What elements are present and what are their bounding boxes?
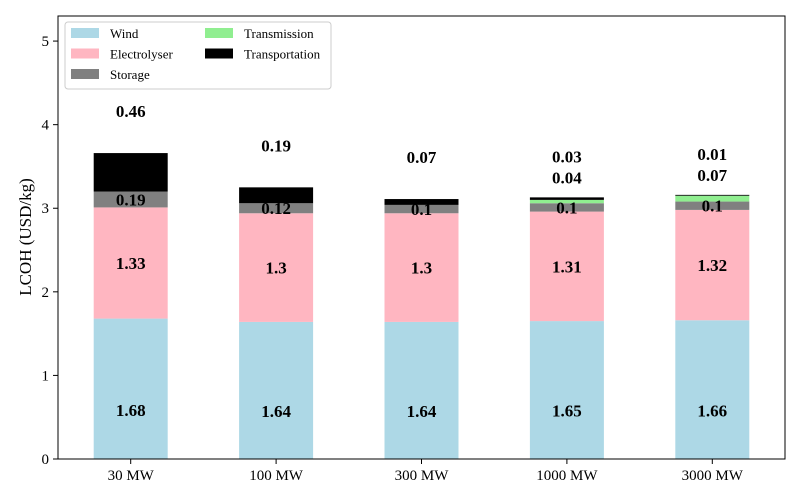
bar-electrolyser-300-mw	[384, 213, 459, 322]
bar-transmission-3000-mw	[675, 195, 750, 202]
label-wind-1000-mw: 1.65	[552, 402, 582, 421]
y-axis-title: LCOH (USD/kg)	[16, 178, 35, 296]
legend-label-storage: Storage	[110, 67, 150, 82]
y-tick-label: 1	[42, 368, 50, 384]
x-tick-label-3000-mw: 3000 MW	[682, 468, 744, 484]
label-transportation-100-mw: 0.19	[261, 136, 291, 155]
legend-swatch-transportation	[205, 48, 233, 59]
label-transportation-3000-mw: 0.01	[697, 145, 727, 164]
bar-storage-100-mw	[239, 203, 314, 214]
legend-swatch-electrolyser	[71, 48, 99, 59]
bar-transportation-1000-mw	[529, 197, 604, 200]
label-wind-30-mw: 1.68	[116, 401, 146, 420]
y-axis: 0 1 2 3 4 5	[42, 34, 58, 468]
legend-swatch-wind	[71, 28, 99, 38]
label-transportation-1000-mw: 0.03	[552, 147, 582, 166]
label-electrolyser-3000-mw: 1.32	[697, 256, 727, 275]
y-tick-label: 0	[42, 452, 50, 468]
bar-wind-3000-mw	[675, 320, 750, 459]
label-electrolyser-300-mw: 1.3	[411, 259, 432, 278]
x-axis: 30 MW 100 MW 300 MW 1000 MW 3000 MW	[108, 459, 744, 484]
label-wind-300-mw: 1.64	[407, 402, 437, 421]
bar-storage-3000-mw	[675, 201, 750, 210]
label-storage-300-mw: 0.1	[411, 200, 432, 219]
label-storage-30-mw: 0.19	[116, 190, 146, 209]
bar-transportation-100-mw	[239, 187, 314, 204]
legend-swatch-transmission	[205, 28, 233, 38]
label-wind-100-mw: 1.64	[261, 402, 291, 421]
x-tick-label-100-mw: 100 MW	[249, 468, 304, 484]
bar-electrolyser-30-mw	[93, 207, 168, 319]
label-storage-100-mw: 0.12	[261, 199, 291, 218]
y-tick-label: 5	[42, 34, 50, 50]
bar-wind-1000-mw	[529, 321, 604, 459]
legend: Wind Electrolyser Storage Transmission Trans…	[64, 21, 332, 90]
bar-transportation-3000-mw	[675, 194, 750, 196]
legend-swatch-storage	[71, 69, 99, 79]
label-transmission-1000-mw: 0.04	[552, 168, 582, 187]
data-labels-layer: 1.68 1.33 0.19 0.46 1.64 1.3 0.12 0.19 1.64 1.3 0.…	[116, 102, 728, 421]
y-tick-label: 4	[42, 118, 50, 134]
x-tick-label-300-mw: 300 MW	[395, 468, 450, 484]
legend-label-wind: Wind	[110, 26, 139, 41]
label-electrolyser-100-mw: 1.3	[265, 259, 286, 278]
bar-transportation-30-mw	[93, 153, 168, 192]
label-storage-3000-mw: 0.1	[702, 197, 723, 216]
legend-label-transportation: Transportation	[244, 47, 321, 62]
legend-box	[64, 21, 332, 90]
bar-wind-300-mw	[384, 321, 459, 459]
label-transportation-30-mw: 0.46	[116, 102, 146, 121]
bar-wind-30-mw	[93, 318, 168, 459]
bar-transportation-300-mw	[384, 199, 459, 205]
bar-wind-100-mw	[239, 321, 314, 459]
y-tick-label: 3	[42, 201, 50, 217]
bar-electrolyser-100-mw	[239, 213, 314, 322]
label-storage-1000-mw: 0.1	[556, 198, 577, 217]
x-tick-label-30-mw: 30 MW	[108, 468, 155, 484]
bar-electrolyser-3000-mw	[675, 209, 750, 321]
bar-transmission-1000-mw	[529, 199, 604, 204]
label-electrolyser-1000-mw: 1.31	[552, 257, 582, 276]
x-tick-label-1000-mw: 1000 MW	[536, 468, 598, 484]
legend-label-electrolyser: Electrolyser	[110, 47, 173, 62]
label-transportation-300-mw: 0.07	[407, 148, 437, 167]
legend-label-transmission: Transmission	[244, 26, 314, 41]
y-tick-label: 2	[42, 285, 50, 301]
label-transmission-3000-mw: 0.07	[697, 166, 727, 185]
label-wind-3000-mw: 1.66	[697, 401, 727, 420]
bar-storage-300-mw	[384, 204, 459, 214]
bar-storage-1000-mw	[529, 203, 604, 212]
bar-electrolyser-1000-mw	[529, 211, 604, 322]
bars-layer	[93, 153, 750, 459]
bar-storage-30-mw	[93, 191, 168, 208]
label-electrolyser-30-mw: 1.33	[116, 254, 146, 273]
